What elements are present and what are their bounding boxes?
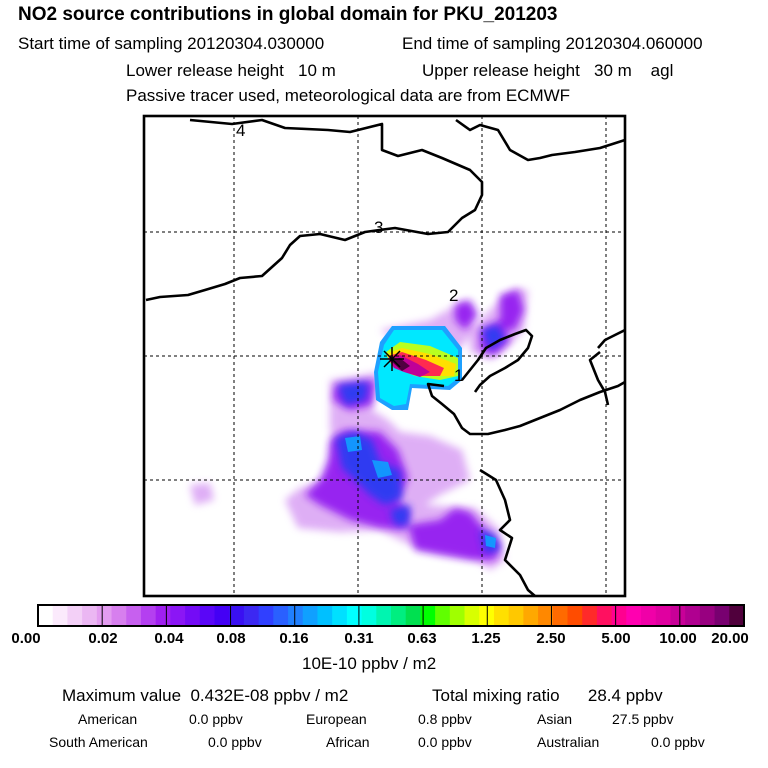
colorbar-swatch (82, 605, 98, 626)
coastlines (145, 118, 625, 596)
colorbar-swatch (714, 605, 730, 626)
region-name: American (78, 711, 138, 727)
colorbar-frame (37, 604, 745, 627)
region-name: European (306, 711, 367, 727)
colorbar-swatch (391, 605, 407, 626)
colorbar-swatch (582, 605, 598, 626)
colorbar-swatch (626, 605, 642, 626)
colorbar-swatch (185, 605, 201, 626)
colorbar-swatch (243, 605, 260, 626)
colorbar-swatch (38, 605, 54, 626)
colorbar-swatch (96, 605, 113, 626)
colorbar-swatch (346, 605, 363, 626)
colorbar-swatch (508, 605, 524, 626)
colorbar-swatch (376, 605, 392, 626)
end-time-label: End time of sampling 20120304.060000 (402, 34, 703, 53)
colorbar-swatch (729, 605, 745, 626)
region-value: 0.0 ppbv (418, 734, 472, 750)
colorbar-swatch (361, 605, 377, 626)
colorbar-swatch (258, 605, 274, 626)
colorbar-swatch (420, 605, 436, 626)
colorbar-swatch (214, 605, 230, 626)
colorbar-swatch (523, 605, 539, 626)
colorbar-swatch (126, 605, 142, 626)
region-name: Asian (537, 711, 573, 727)
plume-field (190, 288, 528, 570)
region-value: 27.5 ppbv (612, 711, 674, 727)
map-label-3: 3 (374, 218, 383, 237)
colorbar (38, 605, 745, 626)
region-value: 0.8 ppbv (418, 711, 472, 727)
start-time-label: Start time of sampling 20120304.030000 (18, 34, 325, 53)
colorbar-swatch (611, 605, 627, 626)
colorbar-swatch (449, 605, 466, 626)
region-value: 0.0 ppbv (189, 711, 243, 727)
region-name: African (326, 734, 370, 750)
map-label-4: 4 (236, 121, 245, 140)
region-value: 0.0 ppbv (651, 734, 705, 750)
colorbar-swatch (67, 605, 83, 626)
colorbar-swatch (170, 605, 186, 626)
colorbar-swatch (655, 605, 672, 626)
colorbar-swatch (685, 605, 701, 626)
region-name: South American (49, 734, 148, 750)
colorbar-swatch (552, 605, 569, 626)
colorbar-tick: 0.04 (154, 630, 184, 647)
colorbar-tick: 0.16 (279, 630, 309, 647)
colorbar-tick: 1.25 (471, 630, 501, 647)
receptor-star-icon (380, 347, 404, 371)
colorbar-swatch (52, 605, 69, 626)
colorbar-swatch (155, 605, 171, 626)
colorbar-swatch (670, 605, 686, 626)
map-frame (142, 114, 627, 598)
colorbar-swatch (332, 605, 348, 626)
colorbar-swatch (699, 605, 716, 626)
map-label-2: 2 (449, 286, 458, 305)
colorbar-swatch (288, 605, 304, 626)
colorbar-swatch (435, 605, 451, 626)
colorbar-swatch (302, 605, 319, 626)
colorbar-swatch (538, 605, 554, 626)
colorbar-tick: 10.00 (659, 630, 697, 647)
colorbar-swatch (567, 605, 583, 626)
colorbar-swatch (405, 605, 422, 626)
colorbar-swatch (111, 605, 127, 626)
colorbar-swatch (273, 605, 289, 626)
colorbar-tick: 0.31 (344, 630, 374, 647)
colorbar-swatch (199, 605, 216, 626)
colorbar-tick: 2.50 (536, 630, 566, 647)
map-label-1: 1 (454, 366, 463, 385)
colorbar-tick: 0.02 (88, 630, 118, 647)
region-name: Australian (537, 734, 600, 750)
colorbar-tick: 0.00 (11, 630, 41, 647)
colorbar-swatch (641, 605, 657, 626)
map-grid (144, 116, 625, 596)
colorbar-tick: 20.00 (711, 630, 749, 647)
upper-release-label: Upper release height 30 m agl (422, 61, 674, 80)
colorbar-swatch (464, 605, 480, 626)
region-value: 0.0 ppbv (208, 734, 262, 750)
colorbar-swatch (596, 605, 613, 626)
colorbar-tick: 0.63 (407, 630, 437, 647)
colorbar-swatch (140, 605, 157, 626)
colorbar-tick: 5.00 (601, 630, 631, 647)
colorbar-swatch (229, 605, 245, 626)
colorbar-swatch (493, 605, 510, 626)
max-value-label: Maximum value 0.432E-08 ppbv / m2 (62, 686, 349, 705)
colorbar-tick: 0.08 (216, 630, 246, 647)
total-mixing-label: Total mixing ratio 28.4 ppbv (432, 686, 663, 705)
colorbar-units: 10E-10 ppbv / m2 (302, 654, 437, 673)
tracer-note: Passive tracer used, meteorological data… (126, 86, 571, 105)
chart-title: NO2 source contributions in global domai… (18, 4, 558, 25)
colorbar-swatch (317, 605, 333, 626)
lower-release-label: Lower release height 10 m (126, 61, 336, 80)
